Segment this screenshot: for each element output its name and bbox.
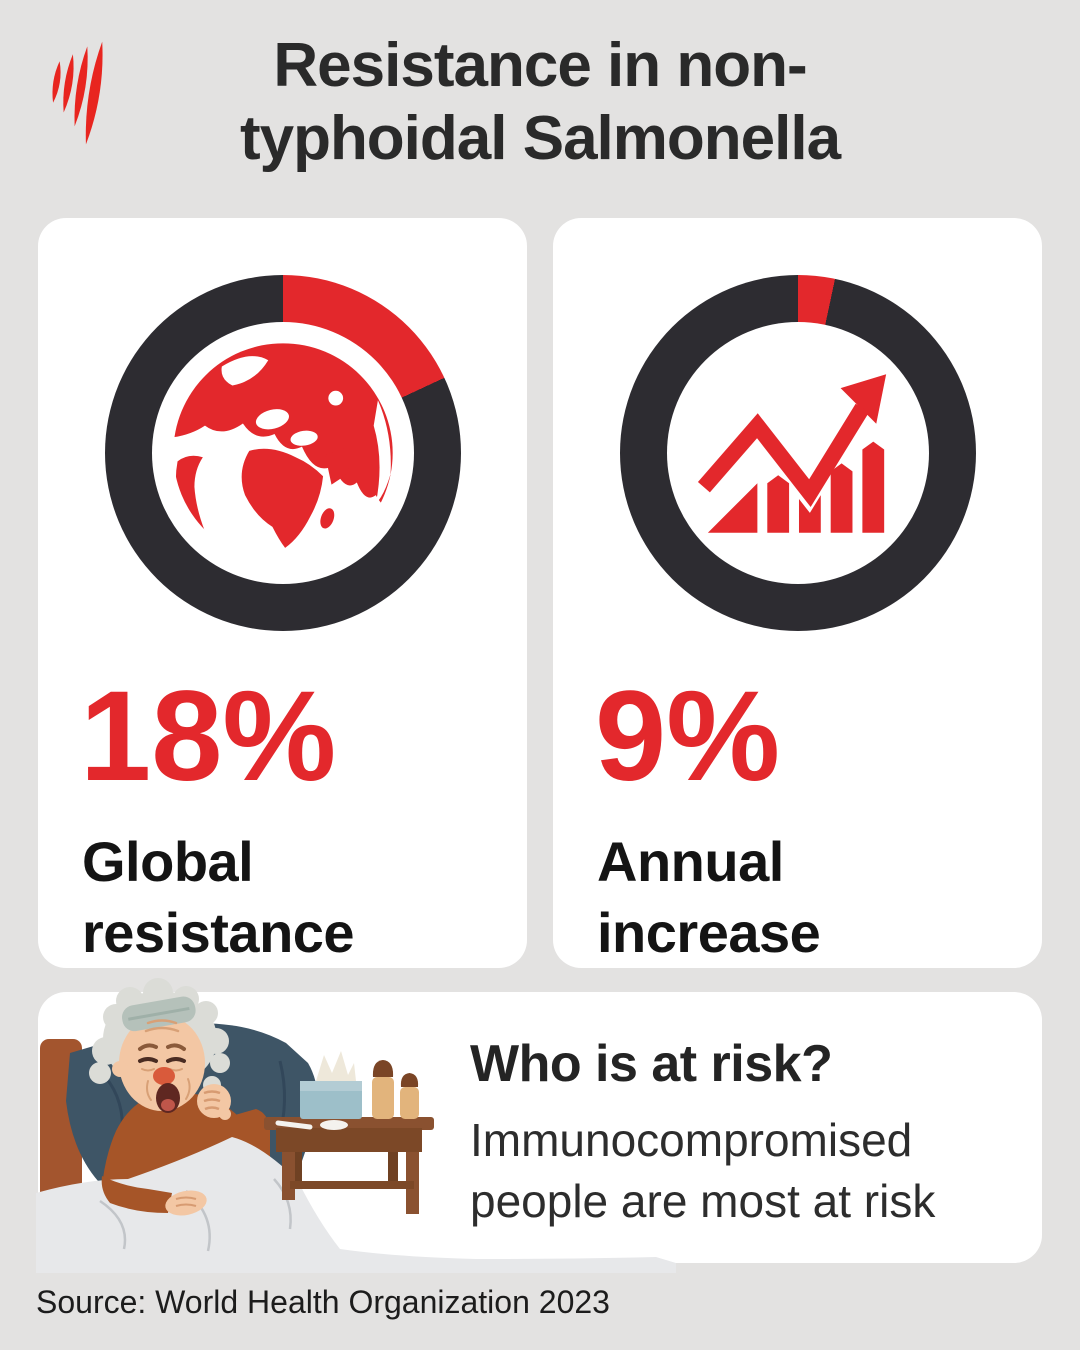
donut-chart-annual-increase xyxy=(619,275,976,631)
sick-elderly-patient-illustration xyxy=(36,978,676,1273)
medicine-bottles xyxy=(372,1060,419,1119)
risk-body: Immunocompromised people are most at ris… xyxy=(470,1114,936,1228)
pill-dish xyxy=(320,1120,348,1130)
donut-hole xyxy=(666,322,929,584)
risk-text-block: Who is at risk? Immunocompromised people… xyxy=(470,1034,1015,1232)
page-title: Resistance in non- typhoidal Salmonella xyxy=(0,30,1080,175)
risk-card: Who is at risk? Immunocompromised people… xyxy=(36,978,1042,1273)
thermometer xyxy=(275,1120,313,1130)
cold-compress xyxy=(122,996,196,1032)
page-title-line1: Resistance in non- xyxy=(273,31,807,100)
stat-label-annual-increase: Annual increase xyxy=(597,830,821,964)
stat-card-annual-increase: 9% Annual increase xyxy=(553,218,1042,968)
donut-hole xyxy=(151,322,414,584)
stat-label-global-resistance: Global resistance xyxy=(82,830,355,964)
source-attribution: Source: World Health Organization 2023 xyxy=(36,1284,610,1320)
bedside-table xyxy=(264,1051,434,1214)
tissue-box xyxy=(300,1051,362,1119)
growth-chart-icon xyxy=(697,374,886,533)
stat-value-global-resistance: 18% xyxy=(80,665,337,808)
blanket xyxy=(36,1137,676,1273)
sbs-logo-icon xyxy=(52,41,103,145)
stat-value-annual-increase: 9% xyxy=(595,665,780,808)
stat-card-global-resistance: 18% Global resistance xyxy=(38,218,527,968)
risk-heading: Who is at risk? xyxy=(470,1035,833,1093)
globe-icon xyxy=(172,343,393,555)
page-title-line2: typhoidal Salmonella xyxy=(239,103,841,173)
donut-chart-global-resistance xyxy=(104,275,461,631)
